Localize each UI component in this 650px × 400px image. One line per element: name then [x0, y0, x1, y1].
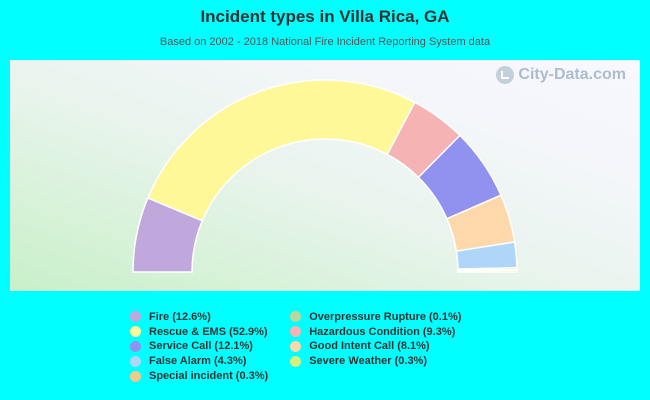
watermark: City-Data.com [496, 66, 626, 84]
legend-label: Rescue & EMS (52.9%) [149, 325, 268, 338]
legend-label: Severe Weather (0.3%) [309, 355, 428, 368]
legend-label: Service Call (12.1%) [149, 340, 253, 353]
legend-label: Special incident (0.3%) [149, 370, 269, 383]
legend-swatch [290, 326, 302, 338]
legend-swatch [290, 340, 302, 352]
city-data-logo-icon [496, 66, 515, 84]
legend-label: Fire (12.6%) [149, 310, 211, 323]
legend-swatch [290, 355, 302, 367]
legend-item-overpressure-rupture: Overpressure Rupture (0.1%) [290, 310, 461, 324]
legend-item-good-intent-call: Good Intent Call (8.1%) [290, 340, 461, 354]
chart-plot-area: City-Data.com [10, 60, 640, 291]
legend-swatch [130, 370, 141, 382]
legend-label: Good Intent Call (8.1%) [309, 340, 430, 353]
legend-swatch [130, 311, 141, 323]
legend-swatch [290, 311, 302, 323]
legend-item-hazardous-condition: Hazardous Condition (9.3%) [290, 325, 461, 339]
slice-severe-weather [457, 269, 518, 273]
chart-title: Incident types in Villa Rica, GA [200, 7, 450, 26]
slice-rescue-ems [146, 79, 416, 222]
chart-subtitle: Based on 2002 - 2018 National Fire Incid… [159, 36, 491, 48]
legend-swatch [130, 326, 141, 338]
watermark-text: City-Data.com [518, 66, 626, 83]
legend-item-severe-weather: Severe Weather (0.3%) [290, 354, 461, 368]
legend-item-service-call: Service Call (12.1%) [130, 340, 268, 354]
legend-item-rescue-ems: Rescue & EMS (52.9%) [130, 325, 268, 339]
legend-swatch [130, 340, 141, 352]
half-donut-chart [132, 79, 518, 273]
legend-swatch [130, 355, 141, 367]
legend-column-right: Overpressure Rupture (0.1%) Hazardous Con… [290, 310, 461, 383]
legend-item-fire: Fire (12.6%) [130, 310, 268, 324]
legend-label: Hazardous Condition (9.3%) [309, 325, 456, 338]
legend-label: Overpressure Rupture (0.1%) [309, 310, 462, 323]
legend-item-false-alarm: False Alarm (4.3%) [130, 354, 268, 368]
legend: Fire (12.6%) Rescue & EMS (52.9%) Service … [130, 310, 580, 383]
legend-label: False Alarm (4.3%) [149, 355, 247, 368]
legend-column-left: Fire (12.6%) Rescue & EMS (52.9%) Service … [130, 310, 268, 383]
legend-item-special-incident: Special incident (0.3%) [130, 369, 268, 383]
